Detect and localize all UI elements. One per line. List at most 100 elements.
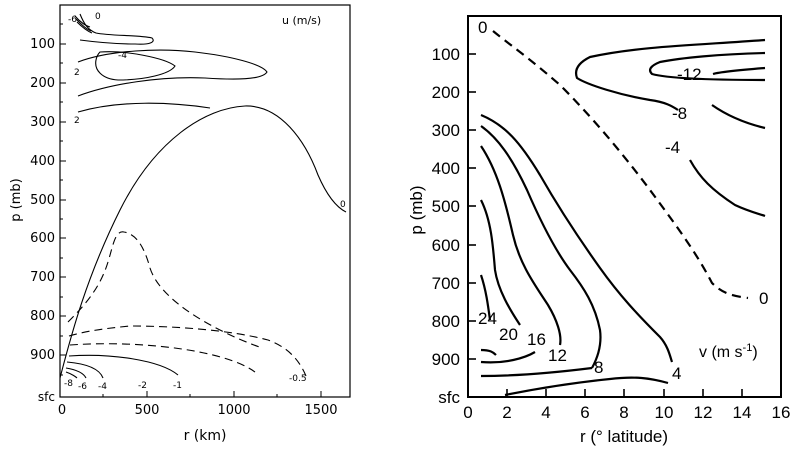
contour-label: -12 bbox=[677, 65, 702, 84]
right-y-tick-label: 100 bbox=[432, 45, 460, 64]
contour-line bbox=[649, 51, 766, 82]
right-y-tick-label: sfc bbox=[438, 388, 460, 407]
right-x-tick-label: 6 bbox=[580, 403, 589, 422]
contour-label: 20 bbox=[499, 325, 518, 344]
left-y-tick-label: 400 bbox=[30, 154, 55, 169]
contour-label: -8 bbox=[672, 104, 687, 123]
left-y-tick-label: sfc bbox=[38, 390, 55, 404]
contour-line bbox=[574, 38, 766, 111]
contour-label: -6 bbox=[78, 382, 87, 392]
left-y-tick-label: 900 bbox=[30, 348, 55, 363]
contour-line bbox=[59, 105, 347, 379]
right-title-superscript: -1 bbox=[743, 342, 753, 354]
right-x-tick-label: 12 bbox=[694, 403, 713, 422]
contour-line bbox=[74, 15, 91, 28]
right-y-tick-label: 200 bbox=[432, 83, 460, 102]
contour-line bbox=[689, 159, 766, 218]
right-y-tick-labels: 100 200 300 400 500 600 700 800 900 sfc bbox=[432, 45, 461, 407]
contour-line bbox=[480, 113, 674, 363]
left-x-tick-label: 1500 bbox=[304, 403, 337, 418]
contour-line bbox=[711, 104, 766, 130]
contour-line bbox=[75, 18, 92, 32]
right-x-tick-label: 0 bbox=[463, 403, 472, 422]
contour-label: -4 bbox=[118, 51, 127, 61]
right-x-tick-label: 2 bbox=[502, 403, 511, 422]
right-y-tick-label: 300 bbox=[432, 121, 460, 140]
right-x-axis-label: r (° latitude) bbox=[580, 427, 668, 446]
right-y-axis-label: p (mb) bbox=[407, 185, 426, 234]
contour-label: 0 bbox=[759, 289, 768, 308]
contour-line bbox=[67, 231, 263, 349]
left-contour-labels: -6 0 -4 2 2 0 -8 -6 -4 -2 -1 -0.5 bbox=[64, 12, 346, 392]
left-y-axis-label: p (mb) bbox=[9, 178, 24, 221]
contour-line bbox=[480, 145, 562, 346]
left-plot-frame bbox=[59, 4, 351, 398]
right-y-ticks bbox=[468, 53, 476, 360]
right-x-tick-label: 14 bbox=[733, 403, 752, 422]
left-x-axis-label: r (km) bbox=[184, 428, 227, 444]
right-title-close: ) bbox=[752, 344, 757, 361]
contour-label: 2 bbox=[74, 68, 80, 78]
contour-label: -1 bbox=[173, 381, 182, 391]
left-y-tick-label: 100 bbox=[30, 37, 55, 52]
contour-line bbox=[68, 354, 179, 376]
contour-line bbox=[66, 361, 104, 379]
contour-line bbox=[77, 49, 268, 97]
contour-label: 0 bbox=[478, 18, 487, 37]
right-y-tick-label: 700 bbox=[432, 274, 460, 293]
contour-line bbox=[68, 325, 307, 377]
left-x-tick-label: 1000 bbox=[217, 403, 250, 418]
left-y-tick-label: 700 bbox=[30, 270, 55, 285]
right-chart: 100 200 300 400 500 600 700 800 900 sfc … bbox=[407, 15, 790, 446]
contour-line bbox=[69, 343, 256, 373]
right-y-tick-label: 600 bbox=[432, 236, 460, 255]
contour-label: -4 bbox=[665, 138, 680, 157]
contour-label: -8 bbox=[64, 379, 73, 389]
contour-label: 0 bbox=[340, 200, 346, 210]
left-x-tick-label: 500 bbox=[135, 403, 160, 418]
right-x-tick-label: 16 bbox=[772, 403, 791, 422]
contour-line bbox=[480, 125, 602, 369]
right-x-tick-labels: 0 2 4 6 8 10 12 14 16 bbox=[463, 403, 790, 422]
contour-line bbox=[77, 102, 211, 113]
right-contour-labels: 0 -12 -8 -4 0 24 20 16 12 8 4 bbox=[478, 18, 768, 383]
right-x-ticks bbox=[506, 389, 743, 397]
left-x-tick-label: 0 bbox=[58, 403, 66, 418]
right-y-tick-label: 500 bbox=[432, 197, 460, 216]
contour-line bbox=[480, 351, 536, 364]
left-y-tick-label: 200 bbox=[30, 76, 55, 91]
left-x-ticks bbox=[102, 391, 322, 397]
left-y-tick-labels: 100 200 300 400 500 600 700 800 900 sfc bbox=[30, 37, 55, 404]
contour-label: 16 bbox=[527, 330, 546, 349]
right-x-tick-label: 8 bbox=[619, 403, 628, 422]
right-y-tick-label: 900 bbox=[432, 350, 460, 369]
contour-label: -0.5 bbox=[289, 374, 307, 384]
contour-line bbox=[712, 66, 766, 76]
left-contours bbox=[59, 13, 347, 379]
contour-label: 4 bbox=[672, 364, 681, 383]
contour-line bbox=[79, 13, 154, 45]
contour-label: -6 bbox=[68, 15, 77, 25]
right-title: v (m s-1) bbox=[699, 342, 758, 361]
contour-label: 8 bbox=[594, 358, 603, 377]
left-y-ticks bbox=[60, 23, 66, 376]
left-y-tick-label: 500 bbox=[30, 193, 55, 208]
right-y-tick-label: 800 bbox=[432, 312, 460, 331]
contour-label: -2 bbox=[138, 381, 147, 391]
contour-label: 0 bbox=[95, 12, 101, 22]
left-x-tick-labels: 0 500 1000 1500 bbox=[58, 403, 338, 418]
right-x-tick-label: 4 bbox=[541, 403, 550, 422]
contour-line bbox=[504, 376, 669, 397]
contour-label: 24 bbox=[478, 309, 497, 328]
contour-label: -4 bbox=[98, 382, 107, 392]
left-y-tick-label: 800 bbox=[30, 309, 55, 324]
contour-line bbox=[95, 51, 176, 81]
left-y-tick-label: 600 bbox=[30, 231, 55, 246]
contour-label: 2 bbox=[74, 116, 80, 126]
contour-line bbox=[480, 199, 521, 326]
right-title-main: v (m s bbox=[699, 344, 743, 361]
contour-line bbox=[480, 366, 593, 378]
contour-line bbox=[65, 371, 78, 379]
right-contours bbox=[479, 30, 766, 397]
